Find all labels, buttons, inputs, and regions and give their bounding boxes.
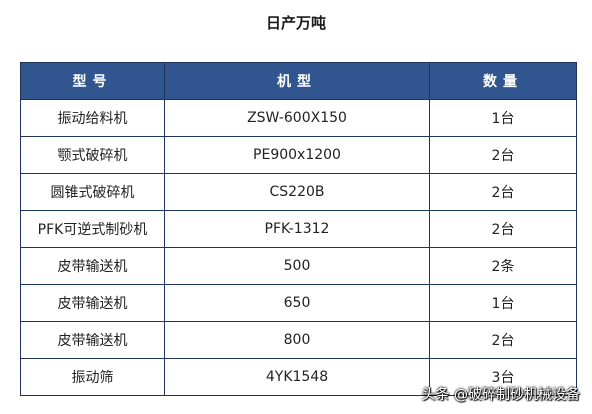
cell-quantity: 2台 — [429, 173, 577, 211]
cell-model: 800 — [164, 321, 430, 359]
cell-equipment: 颚式破碎机 — [20, 136, 165, 174]
cell-equipment: 振动筛 — [20, 358, 165, 396]
table-row: 圆锥式破碎机 CS220B 2台 — [20, 173, 577, 211]
cell-equipment: 皮带输送机 — [20, 284, 165, 322]
table-row: 皮带输送机 500 2条 — [20, 247, 577, 285]
cell-equipment: 皮带输送机 — [20, 321, 165, 359]
header-machine-type: 机型 — [164, 62, 430, 100]
cell-equipment: 圆锥式破碎机 — [20, 173, 165, 211]
cell-model: ZSW-600X150 — [164, 99, 430, 137]
table-row: PFK可逆式制砂机 PFK-1312 2台 — [20, 210, 577, 248]
header-quantity: 数量 — [429, 62, 577, 100]
source-watermark: 头条 @破碎制砂机械设备 — [421, 387, 580, 403]
header-model-no: 型号 — [20, 62, 165, 100]
cell-quantity: 3台 — [429, 358, 577, 396]
cell-quantity: 1台 — [429, 284, 577, 322]
cell-equipment: 皮带输送机 — [20, 247, 165, 285]
cell-model: 4YK1548 — [164, 358, 430, 396]
page-title: 日产万吨 — [265, 14, 326, 32]
cell-model: 650 — [164, 284, 430, 322]
equipment-table: 型号 机型 数量 振动给料机 ZSW-600X150 1台 颚式破碎机 PE90… — [20, 62, 577, 396]
cell-equipment: PFK可逆式制砂机 — [20, 210, 165, 248]
table-row: 颚式破碎机 PE900x1200 2台 — [20, 136, 577, 174]
cell-quantity: 2台 — [429, 136, 577, 174]
table-row: 振动筛 4YK1548 3台 — [20, 358, 577, 396]
cell-model: CS220B — [164, 173, 430, 211]
cell-quantity: 2台 — [429, 210, 577, 248]
cell-model: PFK-1312 — [164, 210, 430, 248]
cell-quantity: 2台 — [429, 321, 577, 359]
table-row: 振动给料机 ZSW-600X150 1台 — [20, 99, 577, 137]
table-row: 皮带输送机 650 1台 — [20, 284, 577, 322]
cell-model: 500 — [164, 247, 430, 285]
cell-quantity: 2条 — [429, 247, 577, 285]
cell-equipment: 振动给料机 — [20, 99, 165, 137]
cell-quantity: 1台 — [429, 99, 577, 137]
table-header-row: 型号 机型 数量 — [20, 62, 577, 100]
table-row: 皮带输送机 800 2台 — [20, 321, 577, 359]
cell-model: PE900x1200 — [164, 136, 430, 174]
